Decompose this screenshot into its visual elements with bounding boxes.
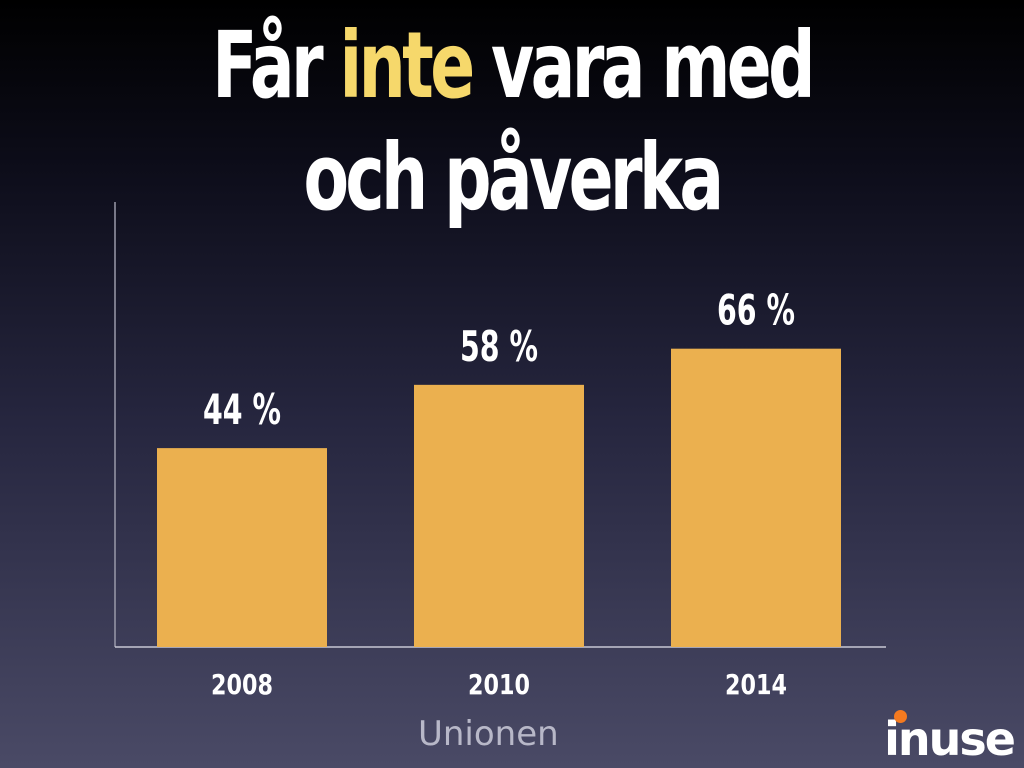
x-tick-2010: 2010: [468, 668, 530, 701]
title-highlight: inte: [339, 12, 476, 119]
inuse-logo: inuse: [884, 710, 1016, 766]
data-label-2010: 58 %: [460, 322, 538, 371]
title-line-1: Får inte vara med: [143, 10, 880, 122]
title-part-2: vara med: [471, 12, 815, 119]
bar-2008: [157, 448, 327, 647]
logo-text: inuse: [884, 712, 1016, 766]
source-label: Unionen: [418, 714, 559, 754]
bar-2010: [414, 384, 584, 647]
title-part-1: Får: [212, 12, 340, 119]
logo-dot: [894, 710, 908, 723]
bar-2014: [671, 348, 841, 647]
title-line-2: och påverka: [303, 124, 724, 231]
x-tick-2014: 2014: [725, 668, 787, 701]
slide-title: Får inte vara med och påverka: [143, 10, 880, 234]
data-label-2014: 66 %: [717, 286, 795, 335]
x-tick-2008: 2008: [211, 668, 273, 701]
data-label-2008: 44 %: [203, 385, 281, 434]
